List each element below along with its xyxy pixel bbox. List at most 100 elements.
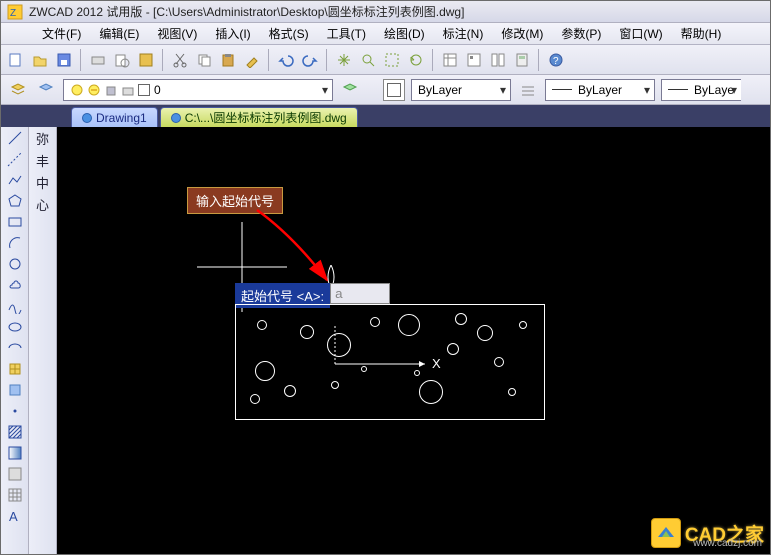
circle-icon[interactable]	[4, 255, 26, 273]
hint-box: 输入起始代号	[187, 187, 283, 214]
redo-icon[interactable]	[299, 49, 321, 71]
rectangle-icon[interactable]	[4, 213, 26, 231]
hole-circle	[477, 325, 493, 341]
help-icon[interactable]: ?	[545, 49, 567, 71]
layer-states-icon[interactable]	[35, 79, 57, 101]
menu-dim[interactable]: 标注(N)	[434, 23, 493, 44]
svg-text:Z: Z	[10, 8, 16, 19]
hole-circle	[414, 370, 420, 376]
svg-text:A: A	[9, 509, 18, 524]
drawing-canvas[interactable]: 输入起始代号 起始代号 <A>: X	[57, 127, 770, 554]
watermark-badge-icon	[651, 518, 681, 548]
revcloud-icon[interactable]	[4, 276, 26, 294]
region-icon[interactable]	[4, 465, 26, 483]
table-icon[interactable]	[4, 486, 26, 504]
watermark-url: www.cadzj.com	[693, 538, 762, 549]
hatch-icon[interactable]	[4, 423, 26, 441]
gradient-icon[interactable]	[4, 444, 26, 462]
hole-circle	[398, 314, 420, 336]
layer-prev-icon[interactable]	[339, 79, 361, 101]
prompt-input[interactable]	[330, 283, 390, 304]
menu-insert[interactable]: 插入(I)	[206, 23, 259, 44]
arc-icon[interactable]	[4, 234, 26, 252]
menu-window[interactable]: 窗口(W)	[610, 23, 671, 44]
linetype-dropdown-1[interactable]: ByLayer	[411, 79, 511, 101]
hole-circle	[494, 357, 504, 367]
spline-icon[interactable]	[4, 297, 26, 315]
aux-tool-1[interactable]: 弥	[32, 129, 54, 147]
linetype-value: ByLayer	[578, 83, 622, 97]
new-icon[interactable]	[5, 49, 27, 71]
menu-edit[interactable]: 编辑(E)	[90, 23, 148, 44]
preview-icon[interactable]	[111, 49, 133, 71]
menu-help[interactable]: 帮助(H)	[672, 23, 731, 44]
menu-param[interactable]: 参数(P)	[552, 23, 610, 44]
properties-icon[interactable]	[439, 49, 461, 71]
menu-modify[interactable]: 修改(M)	[492, 23, 552, 44]
plot-icon[interactable]	[87, 49, 109, 71]
zoom-window-icon[interactable]	[381, 49, 403, 71]
aux-tool-4[interactable]: 心	[32, 195, 54, 213]
ellipse-arc-icon[interactable]	[4, 339, 26, 357]
publish-icon[interactable]	[135, 49, 157, 71]
copy-icon[interactable]	[193, 49, 215, 71]
aux-tool-2[interactable]: 丰	[32, 151, 54, 169]
menu-format[interactable]: 格式(S)	[260, 23, 318, 44]
draw-toolbar: A	[1, 127, 29, 554]
zoom-realtime-icon[interactable]	[357, 49, 379, 71]
paste-icon[interactable]	[217, 49, 239, 71]
toolbar-separator	[326, 49, 328, 71]
polygon-icon[interactable]	[4, 192, 26, 210]
tab-label: C:\...\圆坐标标注列表例图.dwg	[185, 109, 347, 126]
make-block-icon[interactable]	[4, 381, 26, 399]
hole-circle	[257, 320, 267, 330]
doc-icon	[82, 113, 92, 123]
matchprop-icon[interactable]	[241, 49, 263, 71]
hole-circle	[255, 361, 275, 381]
work-area: A 弥 丰 中 心 输入起始代号 起始代号 <A>:	[1, 127, 770, 554]
save-icon[interactable]	[53, 49, 75, 71]
hole-circle	[419, 380, 443, 404]
undo-icon[interactable]	[275, 49, 297, 71]
hole-circle	[284, 385, 296, 397]
linetype-value: ByLaye	[694, 83, 734, 97]
tab-drawing1[interactable]: Drawing1	[71, 107, 158, 127]
toolbar-separator	[268, 49, 270, 71]
open-icon[interactable]	[29, 49, 51, 71]
layer-dropdown[interactable]: 0	[63, 79, 333, 101]
calc-icon[interactable]	[511, 49, 533, 71]
hint-text: 输入起始代号	[196, 194, 274, 209]
design-center-icon[interactable]	[463, 49, 485, 71]
tab-current-file[interactable]: C:\...\圆坐标标注列表例图.dwg	[160, 107, 358, 127]
color-control[interactable]	[383, 79, 405, 101]
polyline-icon[interactable]	[4, 171, 26, 189]
linetype-dropdown-2[interactable]: ByLayer	[545, 79, 655, 101]
linetype-dropdown-3[interactable]: ByLaye	[661, 79, 741, 101]
menu-tools[interactable]: 工具(T)	[318, 23, 375, 44]
zoom-previous-icon[interactable]	[405, 49, 427, 71]
point-icon[interactable]	[4, 402, 26, 420]
aux-tool-3[interactable]: 中	[32, 173, 54, 191]
cut-icon[interactable]	[169, 49, 191, 71]
construction-line-icon[interactable]	[4, 150, 26, 168]
ellipse-icon[interactable]	[4, 318, 26, 336]
line-icon[interactable]	[4, 129, 26, 147]
hole-circle	[300, 325, 314, 339]
menu-view[interactable]: 视图(V)	[148, 23, 206, 44]
menu-file[interactable]: 文件(F)	[33, 23, 90, 44]
title-bar: Z ZWCAD 2012 试用版 - [C:\Users\Administrat…	[1, 1, 770, 23]
pan-icon[interactable]	[333, 49, 355, 71]
lineweight-icon[interactable]	[517, 79, 539, 101]
properties-toolbar: 0 ByLayer ByLayer ByLaye	[1, 75, 770, 105]
hole-circle	[331, 381, 339, 389]
hole-circle	[447, 343, 459, 355]
document-tab-bar: Drawing1 C:\...\圆坐标标注列表例图.dwg	[1, 105, 770, 127]
menu-draw[interactable]: 绘图(D)	[375, 23, 434, 44]
linetype-value: ByLayer	[418, 83, 462, 97]
toolbar-separator	[538, 49, 540, 71]
layer-manager-icon[interactable]	[7, 79, 29, 101]
mtext-icon[interactable]: A	[4, 507, 26, 525]
layer-name: 0	[154, 83, 161, 97]
tool-palettes-icon[interactable]	[487, 49, 509, 71]
insert-block-icon[interactable]	[4, 360, 26, 378]
